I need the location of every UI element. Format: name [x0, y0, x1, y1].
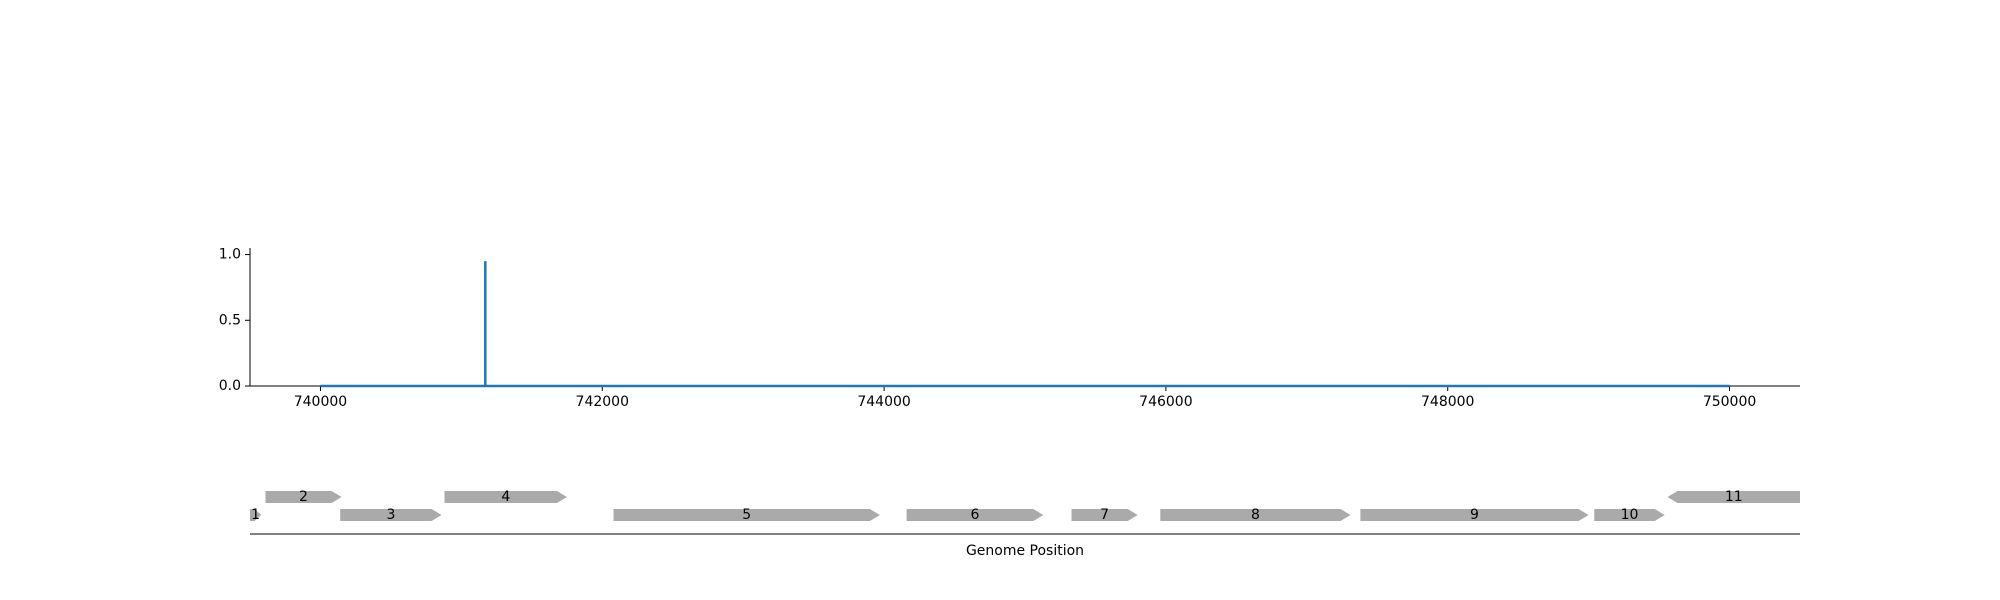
x-tick-label: 742000 [576, 394, 629, 410]
y-tick-label: 1.0 [219, 247, 241, 263]
gene-track: 1 2 3 4 5 6 7 8 9 10 11 Genome Position [250, 489, 1800, 559]
gene-arrow-4 [444, 491, 567, 503]
x-tick-label: 748000 [1421, 394, 1474, 410]
gene-arrow-11 [1667, 491, 1800, 503]
gene-label-3: 3 [386, 507, 395, 523]
gene-arrow-10 [1594, 509, 1665, 521]
gene-arrow-8 [1160, 509, 1351, 521]
gene-arrow-7 [1071, 509, 1138, 521]
gene-label-9: 9 [1470, 507, 1479, 523]
gene-label-4: 4 [501, 489, 510, 505]
genes: 1 2 3 4 5 6 7 8 9 10 11 [250, 489, 1800, 523]
gene-arrow-3 [340, 509, 442, 521]
coverage-plot: 0.0 0.5 1.0 740000 742000 744000 746000 748000… [219, 247, 1800, 410]
gene-label-1: 1 [251, 507, 260, 523]
gene-label-7: 7 [1100, 507, 1109, 523]
y-ticks: 0.0 0.5 1.0 [219, 247, 250, 394]
x-tick-label: 744000 [857, 394, 910, 410]
y-tick-label: 0.5 [219, 312, 241, 328]
x-tick-label: 746000 [1139, 394, 1192, 410]
gene-label-10: 10 [1621, 507, 1639, 523]
gene-arrow-2 [265, 491, 342, 503]
gene-label-2: 2 [299, 489, 308, 505]
gene-arrow-6 [906, 509, 1044, 521]
gene-label-6: 6 [971, 507, 980, 523]
x-axis-label: Genome Position [966, 543, 1084, 559]
coverage-line [320, 261, 1730, 388]
x-tick-label: 750000 [1703, 394, 1756, 410]
gene-label-5: 5 [742, 507, 751, 523]
x-tick-label: 740000 [294, 394, 347, 410]
gene-arrow-5 [613, 509, 880, 521]
gene-label-11: 11 [1725, 489, 1743, 505]
gene-arrow-1 [250, 509, 262, 521]
gene-arrow-9 [1360, 509, 1589, 521]
y-tick-label: 0.0 [219, 378, 241, 394]
gene-label-8: 8 [1251, 507, 1260, 523]
x-ticks: 740000 742000 744000 746000 748000 750000 [294, 386, 1756, 410]
